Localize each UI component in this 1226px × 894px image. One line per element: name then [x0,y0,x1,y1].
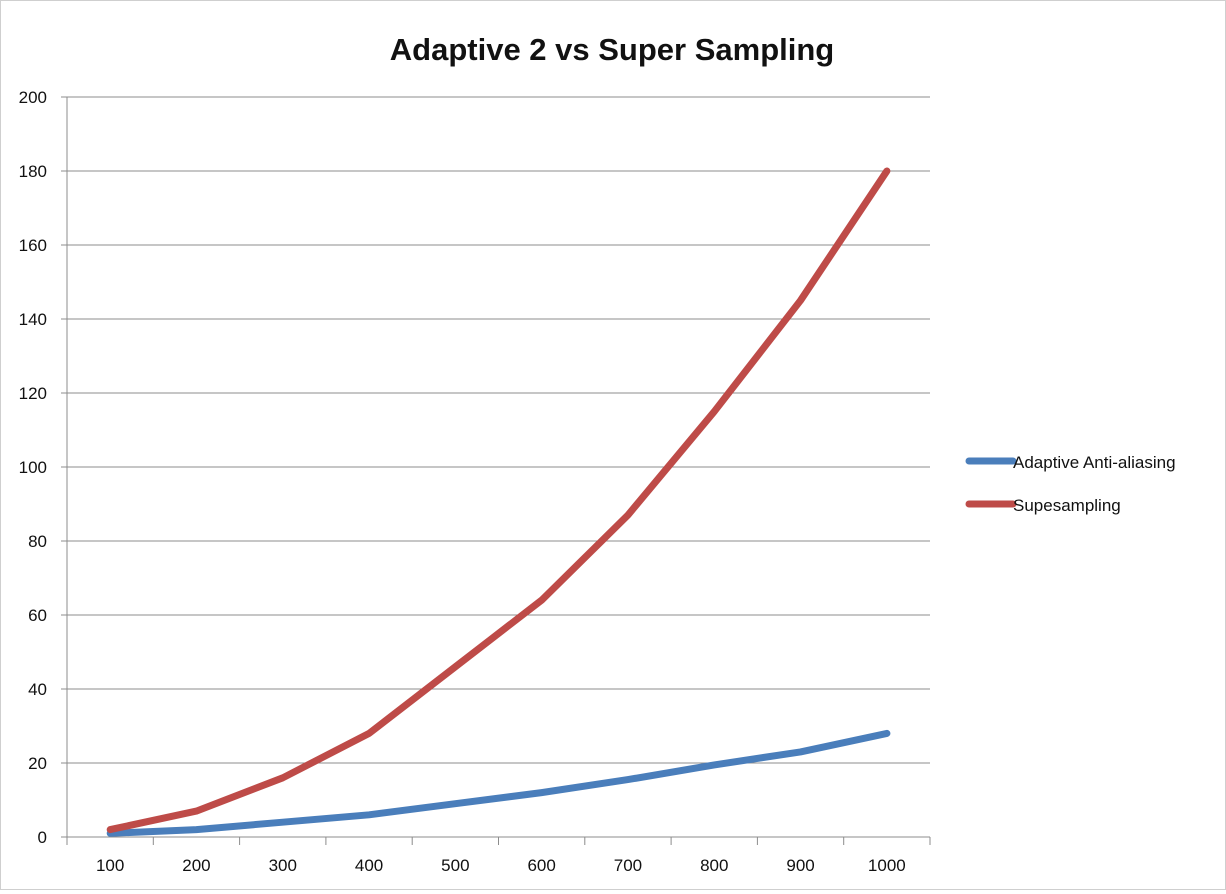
chart-title: Adaptive 2 vs Super Sampling [390,32,834,67]
x-tick-labels: 100 200 300 400 500 600 700 800 900 1000 [96,856,906,875]
y-tick-labels: 0 20 40 60 80 100 120 140 160 180 200 [19,88,47,847]
y-tick-label: 180 [19,162,47,181]
y-tick-label: 20 [28,754,47,773]
x-tick-label: 500 [441,856,469,875]
x-tick-label: 200 [182,856,210,875]
y-tick-label: 160 [19,236,47,255]
legend-item: Supesampling [969,496,1121,515]
x-tick-label: 900 [786,856,814,875]
legend-item: Adaptive Anti-aliasing [969,453,1176,472]
grid-lines [67,97,930,763]
x-tick-label: 100 [96,856,124,875]
x-tick-label: 400 [355,856,383,875]
x-tick-label: 600 [527,856,555,875]
series-adaptive-anti-aliasing [110,733,887,833]
y-tick-label: 60 [28,606,47,625]
axes [61,97,930,845]
series-line [110,171,887,830]
series-supesampling [110,171,887,830]
y-tick-label: 100 [19,458,47,477]
y-tick-label: 200 [19,88,47,107]
legend-label: Supesampling [1013,496,1121,515]
x-tick-label: 1000 [868,856,906,875]
y-tick-label: 80 [28,532,47,551]
y-tick-label: 140 [19,310,47,329]
x-tick-label: 300 [269,856,297,875]
legend-label: Adaptive Anti-aliasing [1013,453,1176,472]
y-tick-label: 120 [19,384,47,403]
x-tick-label: 700 [614,856,642,875]
y-tick-label: 40 [28,680,47,699]
legend: Adaptive Anti-aliasing Supesampling [969,453,1176,515]
x-tick-label: 800 [700,856,728,875]
series-lines [110,171,887,833]
series-line [110,733,887,833]
y-tick-label: 0 [38,828,47,847]
